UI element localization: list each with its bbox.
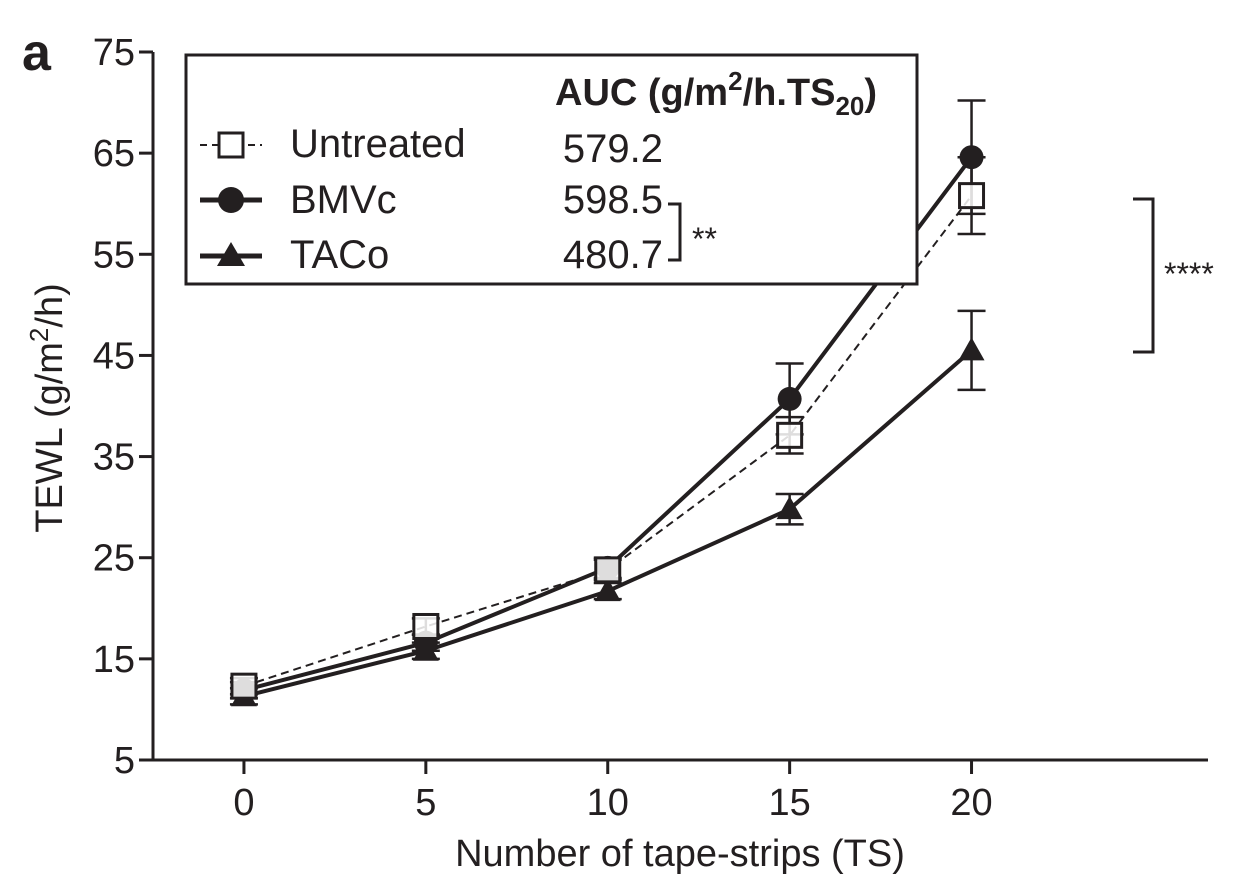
data-point-untreated xyxy=(594,556,622,584)
series-layer xyxy=(229,99,986,707)
legend-marker-taco xyxy=(217,242,245,266)
legend-label-untreated: Untreated xyxy=(290,122,466,166)
data-point-bmvc xyxy=(959,145,984,170)
y-tick-label: 75 xyxy=(93,32,135,74)
legend-box xyxy=(184,53,919,286)
legend-header: AUC (g/m2/h.TS20) xyxy=(555,66,877,121)
data-point-taco xyxy=(776,496,803,520)
y-tick-label: 25 xyxy=(93,538,135,580)
legend-label-taco: TACo xyxy=(290,233,389,277)
y-tick-label: 5 xyxy=(114,740,135,782)
x-tick-label: 5 xyxy=(415,782,436,824)
significance-bracket-line xyxy=(1133,197,1155,354)
legend-value-untreated: 579.2 xyxy=(563,127,663,171)
x-tick-label: 15 xyxy=(768,782,810,824)
data-point-taco xyxy=(412,637,439,661)
axes: 5 15 25 35 45 55 65 75 0 5 10 15 20 xyxy=(93,32,1208,824)
data-point-taco xyxy=(958,337,985,361)
x-tick-label: 0 xyxy=(233,782,254,824)
data-point-untreated xyxy=(412,612,440,640)
legend: AUC (g/m2/h.TS20) Untreated 579.2 BMVc 5… xyxy=(184,53,919,286)
x-axis-title: Number of tape-strips (TS) xyxy=(455,833,905,875)
y-tick-label: 65 xyxy=(93,133,135,175)
legend-label-bmvc: BMVc xyxy=(290,178,397,222)
x-tick-label: 20 xyxy=(950,782,992,824)
significance-label: **** xyxy=(1164,256,1214,292)
series-line-taco xyxy=(243,348,973,699)
data-point-bmvc xyxy=(777,386,802,411)
x-tick-label: 10 xyxy=(587,782,629,824)
y-tick-label: 15 xyxy=(93,639,135,681)
data-point-untreated xyxy=(776,421,804,449)
legend-bracket-label: ** xyxy=(692,221,717,257)
data-point-taco xyxy=(594,578,621,602)
y-axis-title: TEWL (g/m2/h) xyxy=(24,283,71,533)
data-point-untreated xyxy=(230,672,258,700)
legend-marker-bmvc xyxy=(218,187,244,213)
significance-bracket: **** xyxy=(1133,197,1214,354)
legend-marker-untreated xyxy=(217,131,245,159)
y-tick-label: 45 xyxy=(93,335,135,377)
legend-value-taco: 480.7 xyxy=(563,233,663,277)
y-tick-label: 35 xyxy=(93,437,135,479)
y-tick-label: 55 xyxy=(93,234,135,276)
panel-label: a xyxy=(22,24,52,82)
legend-value-bmvc: 598.5 xyxy=(563,178,663,222)
data-point-untreated xyxy=(958,182,986,210)
legend-bracket xyxy=(668,202,682,262)
